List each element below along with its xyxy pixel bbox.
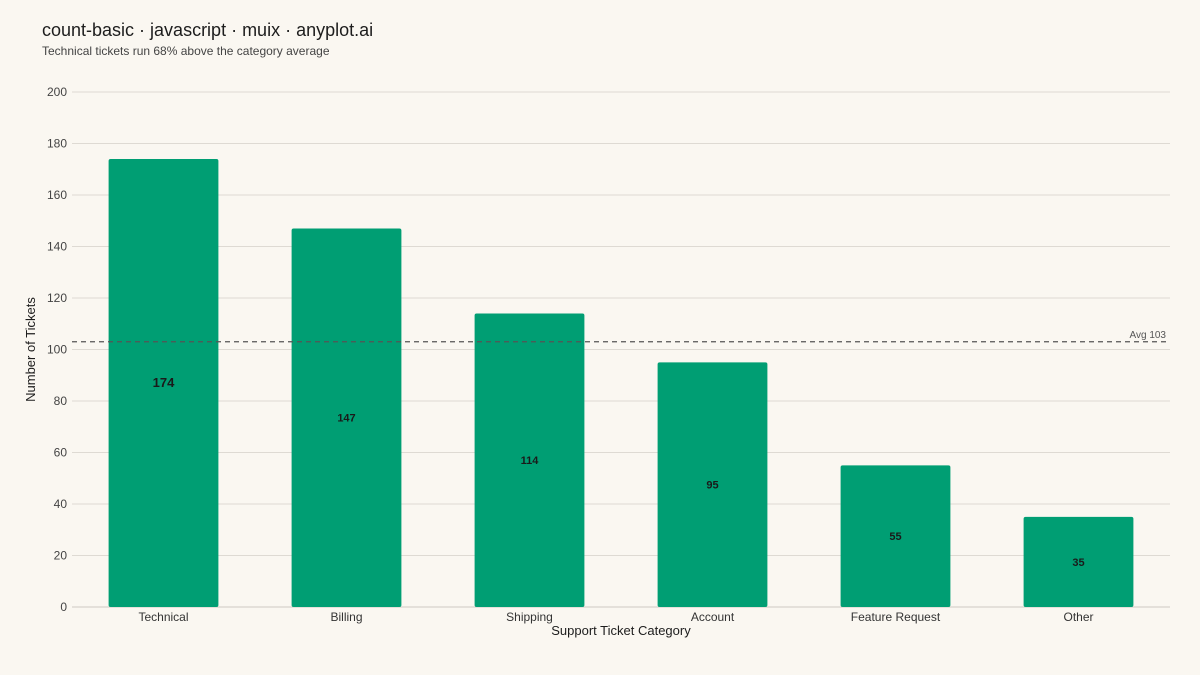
data-label: 55 <box>889 531 901 543</box>
chart-title: count-basic · javascript · muix · anyplo… <box>42 20 374 40</box>
y-tick-label: 160 <box>47 188 67 202</box>
x-tick-label: Account <box>691 610 735 624</box>
data-label: 95 <box>706 480 718 492</box>
bar-billing <box>291 228 402 607</box>
x-tick-label: Billing <box>330 610 362 624</box>
y-tick-label: 80 <box>54 394 68 408</box>
bar-account <box>657 362 768 607</box>
bar-other <box>1023 516 1134 607</box>
y-tick-label: 20 <box>54 549 68 563</box>
gridlines <box>72 91 1170 608</box>
y-tick-label: 40 <box>54 497 68 511</box>
x-tick-label: Feature Request <box>851 610 941 624</box>
chart-subtitle: Technical tickets run 68% above the cate… <box>42 44 330 58</box>
y-tick-label: 180 <box>47 137 67 151</box>
bar-feature-request <box>840 465 951 607</box>
data-label: 35 <box>1072 557 1084 569</box>
x-tick-label: Other <box>1063 610 1093 624</box>
average-label: Avg 103 <box>1129 330 1166 341</box>
x-tick-label: Shipping <box>506 610 553 624</box>
x-axis-title: Support Ticket Category <box>551 623 691 638</box>
data-label: 114 <box>521 455 540 467</box>
y-tick-label: 120 <box>47 291 67 305</box>
bars <box>108 158 1134 607</box>
data-label: 174 <box>153 375 175 390</box>
labels: 0 20 40 60 80 100 120 140 160 180 200 Technical 174 B… <box>47 85 1094 624</box>
y-tick-label: 100 <box>47 343 67 357</box>
x-tick-label: Technical <box>138 610 188 624</box>
y-tick-label: 0 <box>60 600 67 614</box>
bar-shipping <box>474 313 585 607</box>
y-tick-label: 140 <box>47 240 67 254</box>
bar-technical <box>108 158 219 607</box>
y-tick-label: 60 <box>54 446 68 460</box>
average-reference: Avg 103 <box>72 330 1170 343</box>
y-tick-label: 200 <box>47 85 67 99</box>
y-axis-title: Number of Tickets <box>23 297 38 402</box>
data-label: 147 <box>337 413 355 425</box>
